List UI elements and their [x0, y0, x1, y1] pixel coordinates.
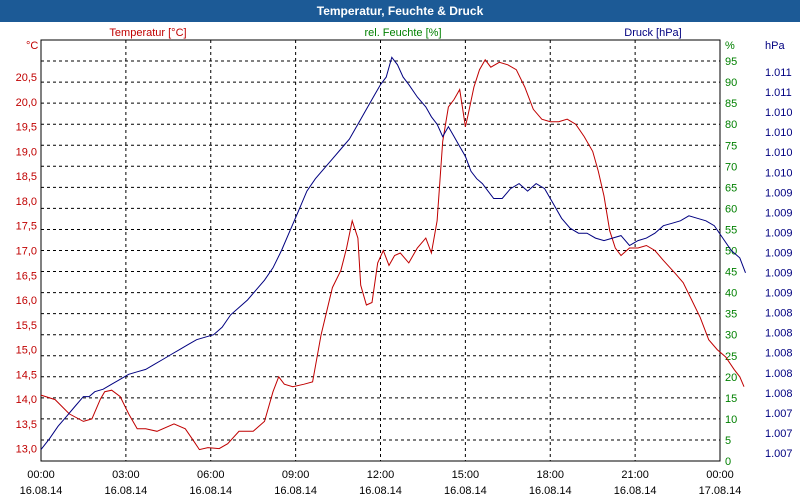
humidity-tick-label: 35 — [725, 309, 737, 321]
humidity-tick-label: 90 — [725, 77, 737, 89]
temperature-tick-label: 20,0 — [16, 97, 37, 109]
temperature-line — [40, 58, 745, 451]
humidity-tick-label: 20 — [725, 372, 737, 384]
humidity-tick-label: 65 — [725, 182, 737, 194]
x-tick-date: 16.08.14 — [529, 485, 572, 497]
humidity-unit-label: % — [725, 40, 735, 52]
temperature-tick-label: 18,0 — [16, 196, 37, 208]
temperature-tick-label: 19,5 — [16, 122, 37, 134]
humidity-tick-label: 75 — [725, 140, 737, 152]
x-tick-time: 12:00 — [367, 469, 395, 481]
pressure-tick-label: 1.008 — [765, 368, 793, 380]
humidity-tick-label: 15 — [725, 393, 737, 405]
x-tick-time: 18:00 — [536, 469, 564, 481]
x-tick-date: 16.08.14 — [20, 485, 63, 497]
humidity-tick-label: 0 — [725, 456, 731, 468]
humidity-tick-label: 25 — [725, 351, 737, 363]
temperature-tick-label: 18,5 — [16, 171, 37, 183]
humidity-tick-label: 10 — [725, 414, 737, 426]
temperature-tick-label: 16,0 — [16, 295, 37, 307]
temperature-tick-label: 19,0 — [16, 146, 37, 158]
pressure-tick-label: 1.009 — [765, 227, 793, 239]
humidity-tick-label: 45 — [725, 267, 737, 279]
pressure-tick-label: 1.009 — [765, 268, 793, 280]
temperature-tick-label: 13,5 — [16, 419, 37, 431]
pressure-tick-label: 1.008 — [765, 388, 793, 400]
x-tick-date: 16.08.14 — [189, 485, 232, 497]
x-tick-time: 06:00 — [197, 469, 225, 481]
humidity-tick-label: 50 — [725, 246, 737, 258]
temperature-unit-label: °C — [26, 40, 38, 52]
pressure-axis-title: Druck [hPa] — [624, 27, 681, 39]
temperature-tick-label: 15,0 — [16, 345, 37, 357]
temperature-tick-label: 13,0 — [16, 444, 37, 456]
pressure-tick-label: 1.010 — [765, 147, 793, 159]
pressure-tick-label: 1.011 — [765, 87, 792, 99]
x-tick-time: 00:00 — [706, 469, 734, 481]
temperature-tick-label: 14,5 — [16, 369, 37, 381]
pressure-tick-label: 1.007 — [765, 448, 793, 460]
x-tick-date: 16.08.14 — [614, 485, 657, 497]
x-tick-date: 16.08.14 — [444, 485, 487, 497]
chart-title: Temperatur, Feuchte & Druck — [0, 0, 800, 22]
pressure-tick-label: 1.009 — [765, 288, 793, 300]
x-tick-time: 03:00 — [112, 469, 140, 481]
x-tick-date: 16.08.14 — [274, 485, 317, 497]
x-tick-time: 00:00 — [27, 469, 55, 481]
pressure-tick-label: 1.009 — [765, 247, 793, 259]
pressure-tick-label: 1.009 — [765, 187, 793, 199]
pressure-unit-label: hPa — [765, 40, 785, 52]
pressure-tick-label: 1.008 — [765, 348, 793, 360]
humidity-tick-label: 55 — [725, 224, 737, 236]
humidity-tick-label: 30 — [725, 330, 737, 342]
pressure-tick-label: 1.010 — [765, 167, 793, 179]
temperature-tick-label: 16,5 — [16, 270, 37, 282]
temperature-tick-label: 17,5 — [16, 221, 37, 233]
pressure-line — [40, 56, 746, 450]
pressure-tick-label: 1.009 — [765, 207, 793, 219]
pressure-tick-label: 1.010 — [765, 107, 793, 119]
humidity-tick-label: 95 — [725, 56, 737, 68]
x-tick-date: 16.08.14 — [359, 485, 402, 497]
x-tick-date: 16.08.14 — [104, 485, 147, 497]
humidity-tick-label: 60 — [725, 203, 737, 215]
pressure-tick-label: 1.010 — [765, 127, 793, 139]
x-tick-time: 15:00 — [452, 469, 480, 481]
pressure-tick-label: 1.008 — [765, 308, 793, 320]
humidity-tick-label: 70 — [725, 161, 737, 173]
temperature-axis-title: Temperatur [°C] — [109, 27, 186, 39]
temperature-tick-label: 14,0 — [16, 394, 37, 406]
x-tick-time: 09:00 — [282, 469, 310, 481]
x-tick-date: 17.08.14 — [699, 485, 742, 497]
humidity-tick-label: 85 — [725, 98, 737, 110]
humidity-axis-title: rel. Feuchte [%] — [364, 27, 441, 39]
pressure-tick-label: 1.007 — [765, 408, 793, 420]
temperature-tick-label: 17,0 — [16, 246, 37, 258]
pressure-tick-label: 1.011 — [765, 67, 792, 79]
humidity-tick-label: 40 — [725, 288, 737, 300]
temperature-tick-label: 15,5 — [16, 320, 37, 332]
temperature-tick-label: 20,5 — [16, 72, 37, 84]
humidity-tick-label: 80 — [725, 119, 737, 131]
pressure-tick-label: 1.008 — [765, 328, 793, 340]
pressure-tick-label: 1.007 — [765, 428, 793, 440]
x-tick-time: 21:00 — [621, 469, 649, 481]
humidity-tick-label: 5 — [725, 435, 731, 447]
